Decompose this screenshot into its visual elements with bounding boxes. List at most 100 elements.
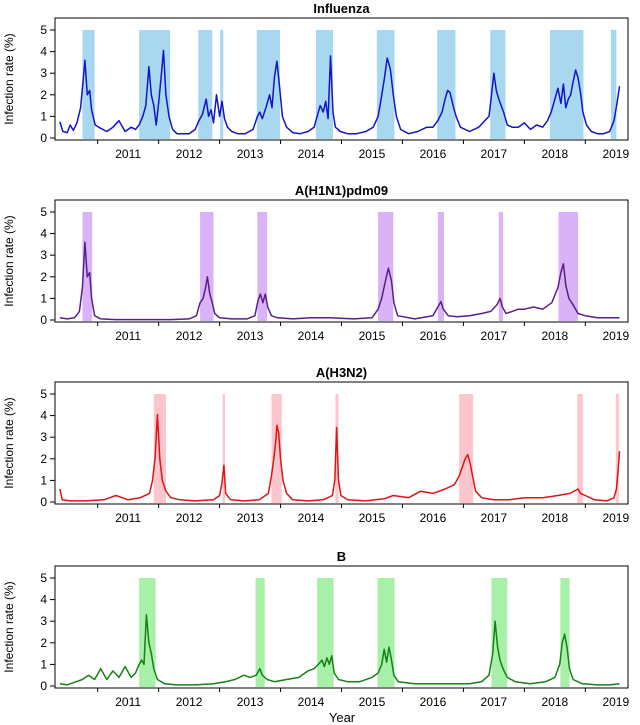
y-tick-label: 3 xyxy=(40,66,47,80)
shaded-period xyxy=(317,578,334,687)
series-line xyxy=(59,613,620,686)
y-tick-label: 5 xyxy=(40,23,47,37)
x-tick-label: 2014 xyxy=(298,147,325,161)
x-tick-label: 2017 xyxy=(481,329,508,343)
shaded-period xyxy=(377,578,395,687)
x-tick-label: 2015 xyxy=(359,695,386,709)
y-axis-label: Infection rate (%) xyxy=(2,581,16,672)
shaded-period xyxy=(198,30,213,139)
x-tick-label: 2019 xyxy=(602,329,629,343)
x-tick-label: 2017 xyxy=(481,695,508,709)
x-tick-label: 2017 xyxy=(481,147,508,161)
panel-title: A(H1N1)pdm09 xyxy=(295,183,388,198)
x-tick-label: 2019 xyxy=(602,511,629,525)
series-line xyxy=(59,413,621,502)
x-tick-label: 2015 xyxy=(359,147,386,161)
y-tick-label: 4 xyxy=(40,409,47,423)
x-tick-label: 2013 xyxy=(237,147,264,161)
x-tick-label: 2015 xyxy=(359,329,386,343)
y-tick-label: 2 xyxy=(40,88,47,102)
x-tick-label: 2016 xyxy=(420,147,447,161)
series-line xyxy=(59,49,621,135)
shaded-period xyxy=(82,30,95,139)
y-tick-label: 5 xyxy=(40,387,47,401)
y-tick-label: 4 xyxy=(40,45,47,59)
x-tick-label: 2011 xyxy=(115,329,141,343)
chart-panel: B 0 1 2 3 4 5 2011 2012 2013 2014 2015 2016 2017 2018 2… xyxy=(2,549,629,709)
y-tick-label: 0 xyxy=(40,313,47,327)
shaded-period xyxy=(459,394,474,503)
y-tick-label: 2 xyxy=(40,270,47,284)
x-tick-label: 2016 xyxy=(420,695,447,709)
y-tick-label: 3 xyxy=(40,248,47,262)
panel-title: Influenza xyxy=(313,1,370,16)
chart-panel: Influenza 0 1 2 3 4 5 2011 2012 2013 2014 2015 2016 2… xyxy=(2,1,629,161)
shaded-period xyxy=(255,578,265,687)
shaded-period xyxy=(437,212,444,321)
shaded-period xyxy=(271,394,282,503)
plot-frame xyxy=(54,199,629,323)
shaded-period xyxy=(257,212,268,321)
y-axis-label: Infection rate (%) xyxy=(2,215,16,306)
y-tick-label: 2 xyxy=(40,636,47,650)
y-tick-label: 0 xyxy=(40,495,47,509)
y-tick-label: 2 xyxy=(40,452,47,466)
x-tick-label: 2018 xyxy=(541,511,568,525)
x-tick-label: 2014 xyxy=(298,511,325,525)
y-tick-label: 5 xyxy=(40,205,47,219)
shaded-period xyxy=(490,30,506,139)
y-tick-label: 1 xyxy=(40,473,47,487)
shaded-period xyxy=(615,394,619,503)
x-tick-label: 2012 xyxy=(176,695,203,709)
x-tick-label: 2012 xyxy=(176,511,203,525)
x-tick-label: 2017 xyxy=(481,511,508,525)
x-tick-label: 2011 xyxy=(115,695,141,709)
y-tick-label: 4 xyxy=(40,227,47,241)
x-tick-label: 2011 xyxy=(115,147,141,161)
y-tick-label: 1 xyxy=(40,657,47,671)
chart-panel: A(H3N2) 0 1 2 3 4 5 2011 2012 2013 2014 2015 2016 201… xyxy=(2,365,629,525)
shaded-period xyxy=(491,578,508,687)
x-tick-label: 2015 xyxy=(359,511,386,525)
x-tick-label: 2011 xyxy=(115,511,141,525)
shaded-period xyxy=(560,578,570,687)
y-tick-label: 4 xyxy=(40,593,47,607)
x-tick-label: 2013 xyxy=(237,511,264,525)
y-tick-label: 0 xyxy=(40,131,47,145)
shaded-period xyxy=(558,212,579,321)
x-tick-label: 2014 xyxy=(298,329,325,343)
x-tick-label: 2012 xyxy=(176,329,203,343)
x-tick-label: 2019 xyxy=(602,147,629,161)
shaded-period xyxy=(610,30,617,139)
y-tick-label: 3 xyxy=(40,614,47,628)
x-tick-label: 2016 xyxy=(420,329,447,343)
y-tick-label: 1 xyxy=(40,291,47,305)
y-axis-label: Infection rate (%) xyxy=(2,397,16,488)
y-axis-label: Infection rate (%) xyxy=(2,33,16,124)
shaded-period xyxy=(315,30,333,139)
x-tick-label: 2014 xyxy=(298,695,325,709)
y-tick-label: 5 xyxy=(40,571,47,585)
y-tick-label: 3 xyxy=(40,430,47,444)
x-tick-label: 2013 xyxy=(237,695,264,709)
shaded-period xyxy=(222,394,226,503)
shaded-period xyxy=(498,212,504,321)
panel-title: A(H3N2) xyxy=(316,365,367,380)
shaded-period xyxy=(376,30,395,139)
x-tick-label: 2018 xyxy=(541,147,568,161)
x-tick-label: 2016 xyxy=(420,511,447,525)
x-tick-label: 2013 xyxy=(237,329,264,343)
shaded-period xyxy=(220,30,224,139)
plot-frame xyxy=(54,381,629,505)
shaded-period xyxy=(437,30,456,139)
x-tick-label: 2012 xyxy=(176,147,203,161)
x-tick-label: 2018 xyxy=(541,329,568,343)
shaded-period xyxy=(256,30,280,139)
shaded-period xyxy=(378,212,394,321)
shaded-period xyxy=(200,212,214,321)
x-tick-label: 2018 xyxy=(541,695,568,709)
chart-panel: A(H1N1)pdm09 0 1 2 3 4 5 2011 2012 2013 2014 2015 20… xyxy=(2,183,629,343)
x-axis-label: Year xyxy=(329,710,356,725)
